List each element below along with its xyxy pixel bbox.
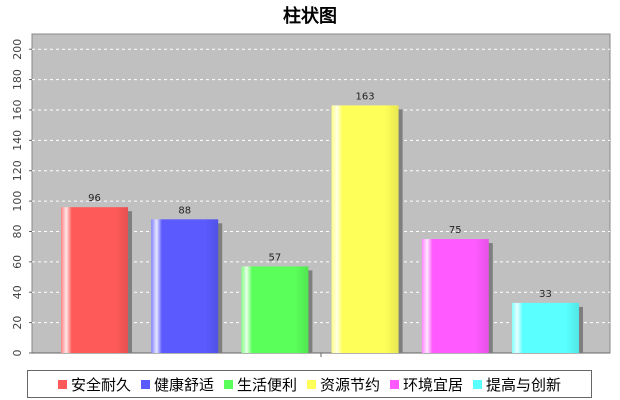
bar [512, 302, 579, 353]
legend-item: 环境宜居 [390, 374, 463, 395]
legend: 安全耐久 健康舒适 生活便利 资源节约 环境宜居 提高与创新 [27, 370, 592, 398]
bar-value-label: 163 [356, 91, 375, 102]
y-tick-label: 120 [11, 160, 24, 181]
y-tick-label: 140 [11, 130, 24, 151]
legend-swatch [57, 379, 67, 389]
y-tick-label: 60 [11, 255, 24, 269]
bar [421, 239, 489, 353]
legend-item: 生活便利 [223, 374, 297, 395]
y-tick-label: 200 [11, 39, 24, 60]
legend-item: 提高与创新 [473, 374, 561, 395]
data-labels: 96 88 57 163 75 33 [88, 91, 552, 299]
y-tick-label: 100 [11, 191, 24, 212]
legend-item: 安全耐久 [57, 374, 131, 395]
legend-item: 资源节约 [307, 374, 380, 395]
bar-chart: 0 20 40 60 80 100 120 140 160 180 200 96 88 57 163 75 3… [11, 33, 611, 357]
y-tick-label: 80 [11, 224, 24, 238]
y-tick-label: 0 [11, 350, 24, 357]
bar [241, 266, 309, 353]
legend-label: 环境宜居 [403, 375, 464, 394]
legend-swatch [307, 379, 316, 389]
bar [331, 105, 399, 354]
legend-item: 健康舒适 [140, 374, 214, 395]
y-tick-label: 40 [11, 285, 24, 299]
y-tick-label: 180 [11, 69, 24, 90]
legend-swatch [223, 379, 233, 389]
legend-label: 资源节约 [320, 375, 381, 394]
bar-value-label: 96 [88, 193, 101, 204]
legend-label: 安全耐久 [70, 375, 131, 394]
bar-value-label: 88 [178, 205, 191, 216]
legend-swatch [473, 379, 483, 389]
bar-value-label: 57 [269, 252, 282, 263]
y-tick-label: 20 [11, 316, 24, 330]
bars [61, 105, 583, 354]
legend-label: 提高与创新 [486, 375, 562, 394]
y-tick-label: 160 [11, 99, 24, 120]
bar-value-label: 33 [539, 289, 552, 300]
legend-swatch [390, 379, 400, 389]
legend-swatch [140, 379, 150, 389]
legend-label: 健康舒适 [153, 375, 214, 394]
legend-label: 生活便利 [236, 375, 297, 394]
bar [61, 207, 128, 353]
chart-title: 柱状图 [283, 6, 337, 27]
grid-lines [32, 48, 610, 324]
bar [151, 219, 219, 353]
bar-value-label: 75 [449, 225, 462, 236]
